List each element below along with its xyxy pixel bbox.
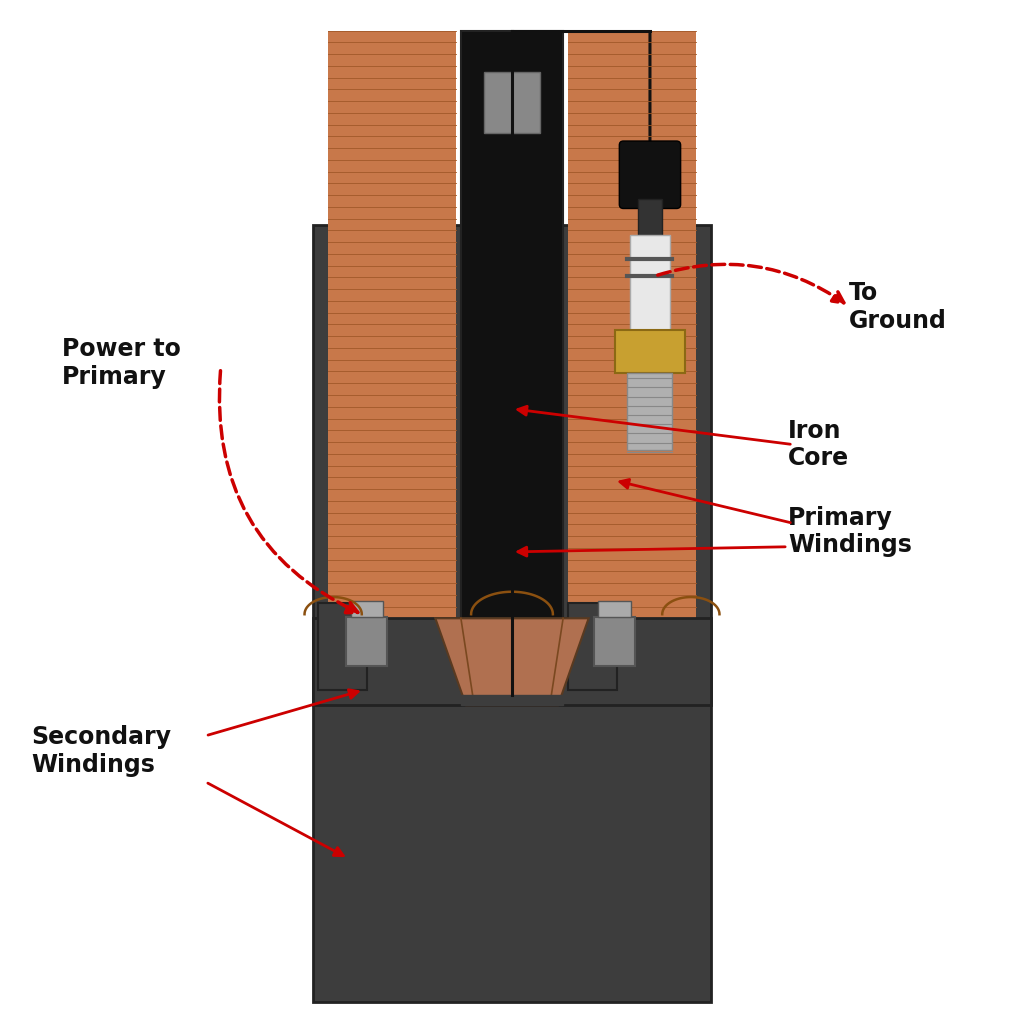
Bar: [461, 31, 563, 618]
Bar: [317, 603, 367, 690]
Text: To
Ground: To Ground: [849, 281, 947, 332]
Bar: [568, 603, 617, 690]
Bar: [594, 617, 635, 666]
Bar: [461, 695, 563, 705]
Bar: [350, 601, 383, 617]
Bar: [598, 601, 631, 617]
Bar: [638, 199, 663, 240]
FancyBboxPatch shape: [620, 141, 681, 208]
Bar: [630, 235, 671, 332]
Bar: [312, 225, 712, 1002]
Text: Secondary
Windings: Secondary Windings: [32, 726, 172, 777]
Bar: [568, 31, 696, 618]
Bar: [615, 330, 685, 373]
Text: Iron
Core: Iron Core: [787, 419, 849, 470]
Bar: [346, 617, 387, 666]
Bar: [484, 72, 540, 133]
Bar: [628, 373, 673, 450]
Polygon shape: [435, 618, 589, 705]
Text: Primary
Windings: Primary Windings: [787, 506, 911, 557]
Bar: [328, 31, 456, 618]
Text: Power to
Primary: Power to Primary: [62, 337, 181, 388]
Bar: [312, 618, 712, 705]
